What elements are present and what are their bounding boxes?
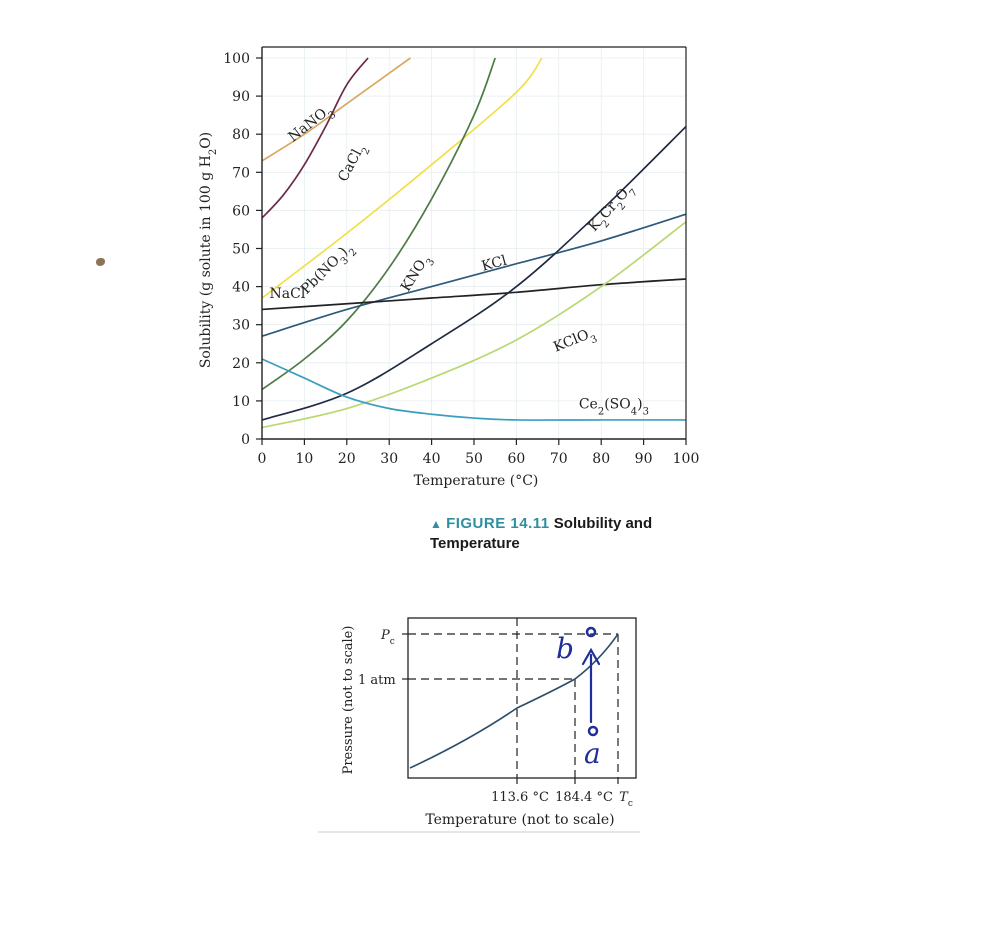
y-tick-label: 0 [241, 432, 250, 448]
series-nacl-line [261, 278, 687, 311]
point-b-marker [585, 626, 597, 638]
y-tick-label: 90 [232, 89, 250, 105]
x-tick-label: 50 [465, 451, 483, 467]
x-tick-label: 0 [258, 451, 267, 467]
x-tick-label: 70 [550, 451, 568, 467]
x-tick-label: 80 [592, 451, 610, 467]
y-tick-label: 100 [223, 51, 250, 67]
phase-y-axis-label: Pressure (not to scale) [341, 626, 356, 775]
chart-x-axis-label: Temperature (°C) [414, 473, 539, 489]
t1-label: 113.6 °C [491, 790, 549, 805]
handwritten-b: b [556, 632, 574, 665]
series-nacl-label: NaCl [270, 286, 306, 302]
point-a-marker [587, 725, 599, 737]
series-ce2-so4-3-line [261, 358, 686, 421]
tc-label: Tc [619, 790, 633, 809]
series-nano3-line [261, 57, 411, 162]
x-tick-label: 100 [673, 451, 700, 467]
y-tick-label: 80 [232, 127, 250, 143]
y-tick-label: 30 [232, 318, 250, 334]
y-tick-label: 60 [232, 203, 250, 219]
x-tick-label: 40 [423, 451, 441, 467]
series-pb-no3-2-line [261, 57, 543, 299]
x-tick-label: 30 [380, 451, 398, 467]
y-tick-label: 70 [232, 165, 250, 181]
y-tick-label: 20 [232, 356, 250, 372]
phase-plot-frame [407, 617, 637, 779]
x-tick-label: 20 [338, 451, 356, 467]
y-tick-label: 40 [232, 280, 250, 296]
t2-label: 184.4 °C [555, 790, 613, 805]
1atm-label: 1 atm [358, 673, 396, 688]
series-kclo3-line [261, 221, 687, 429]
handwritten-a: a [584, 737, 601, 770]
series-kcl-label: KCl [480, 253, 509, 275]
figure-caption: ▲ FIGURE 14.11 Solubility and Temperatur… [430, 514, 730, 553]
series-kno3-line [261, 57, 496, 391]
pc-label: Pc [380, 628, 395, 647]
y-tick-label: 50 [232, 242, 250, 258]
phase-x-axis-label: Temperature (not to scale) [425, 812, 614, 828]
series-cacl2-line [261, 57, 369, 219]
caption-triangle-icon: ▲ [430, 517, 442, 531]
x-tick-label: 60 [507, 451, 525, 467]
figure-number: FIGURE 14.11 [446, 515, 550, 532]
vapor-pressure-curve [409, 633, 619, 769]
series-kcl-line [261, 213, 687, 337]
y-tick-label: 10 [232, 394, 250, 410]
scan-smudge [96, 258, 105, 266]
chart-y-axis-label: Solubility (g solute in 100 g H2O) [198, 132, 219, 368]
x-tick-label: 90 [635, 451, 653, 467]
handwritten-arrow [581, 647, 601, 724]
x-tick-label: 10 [295, 451, 313, 467]
figure-title: Solubility and Temperature [430, 515, 653, 552]
